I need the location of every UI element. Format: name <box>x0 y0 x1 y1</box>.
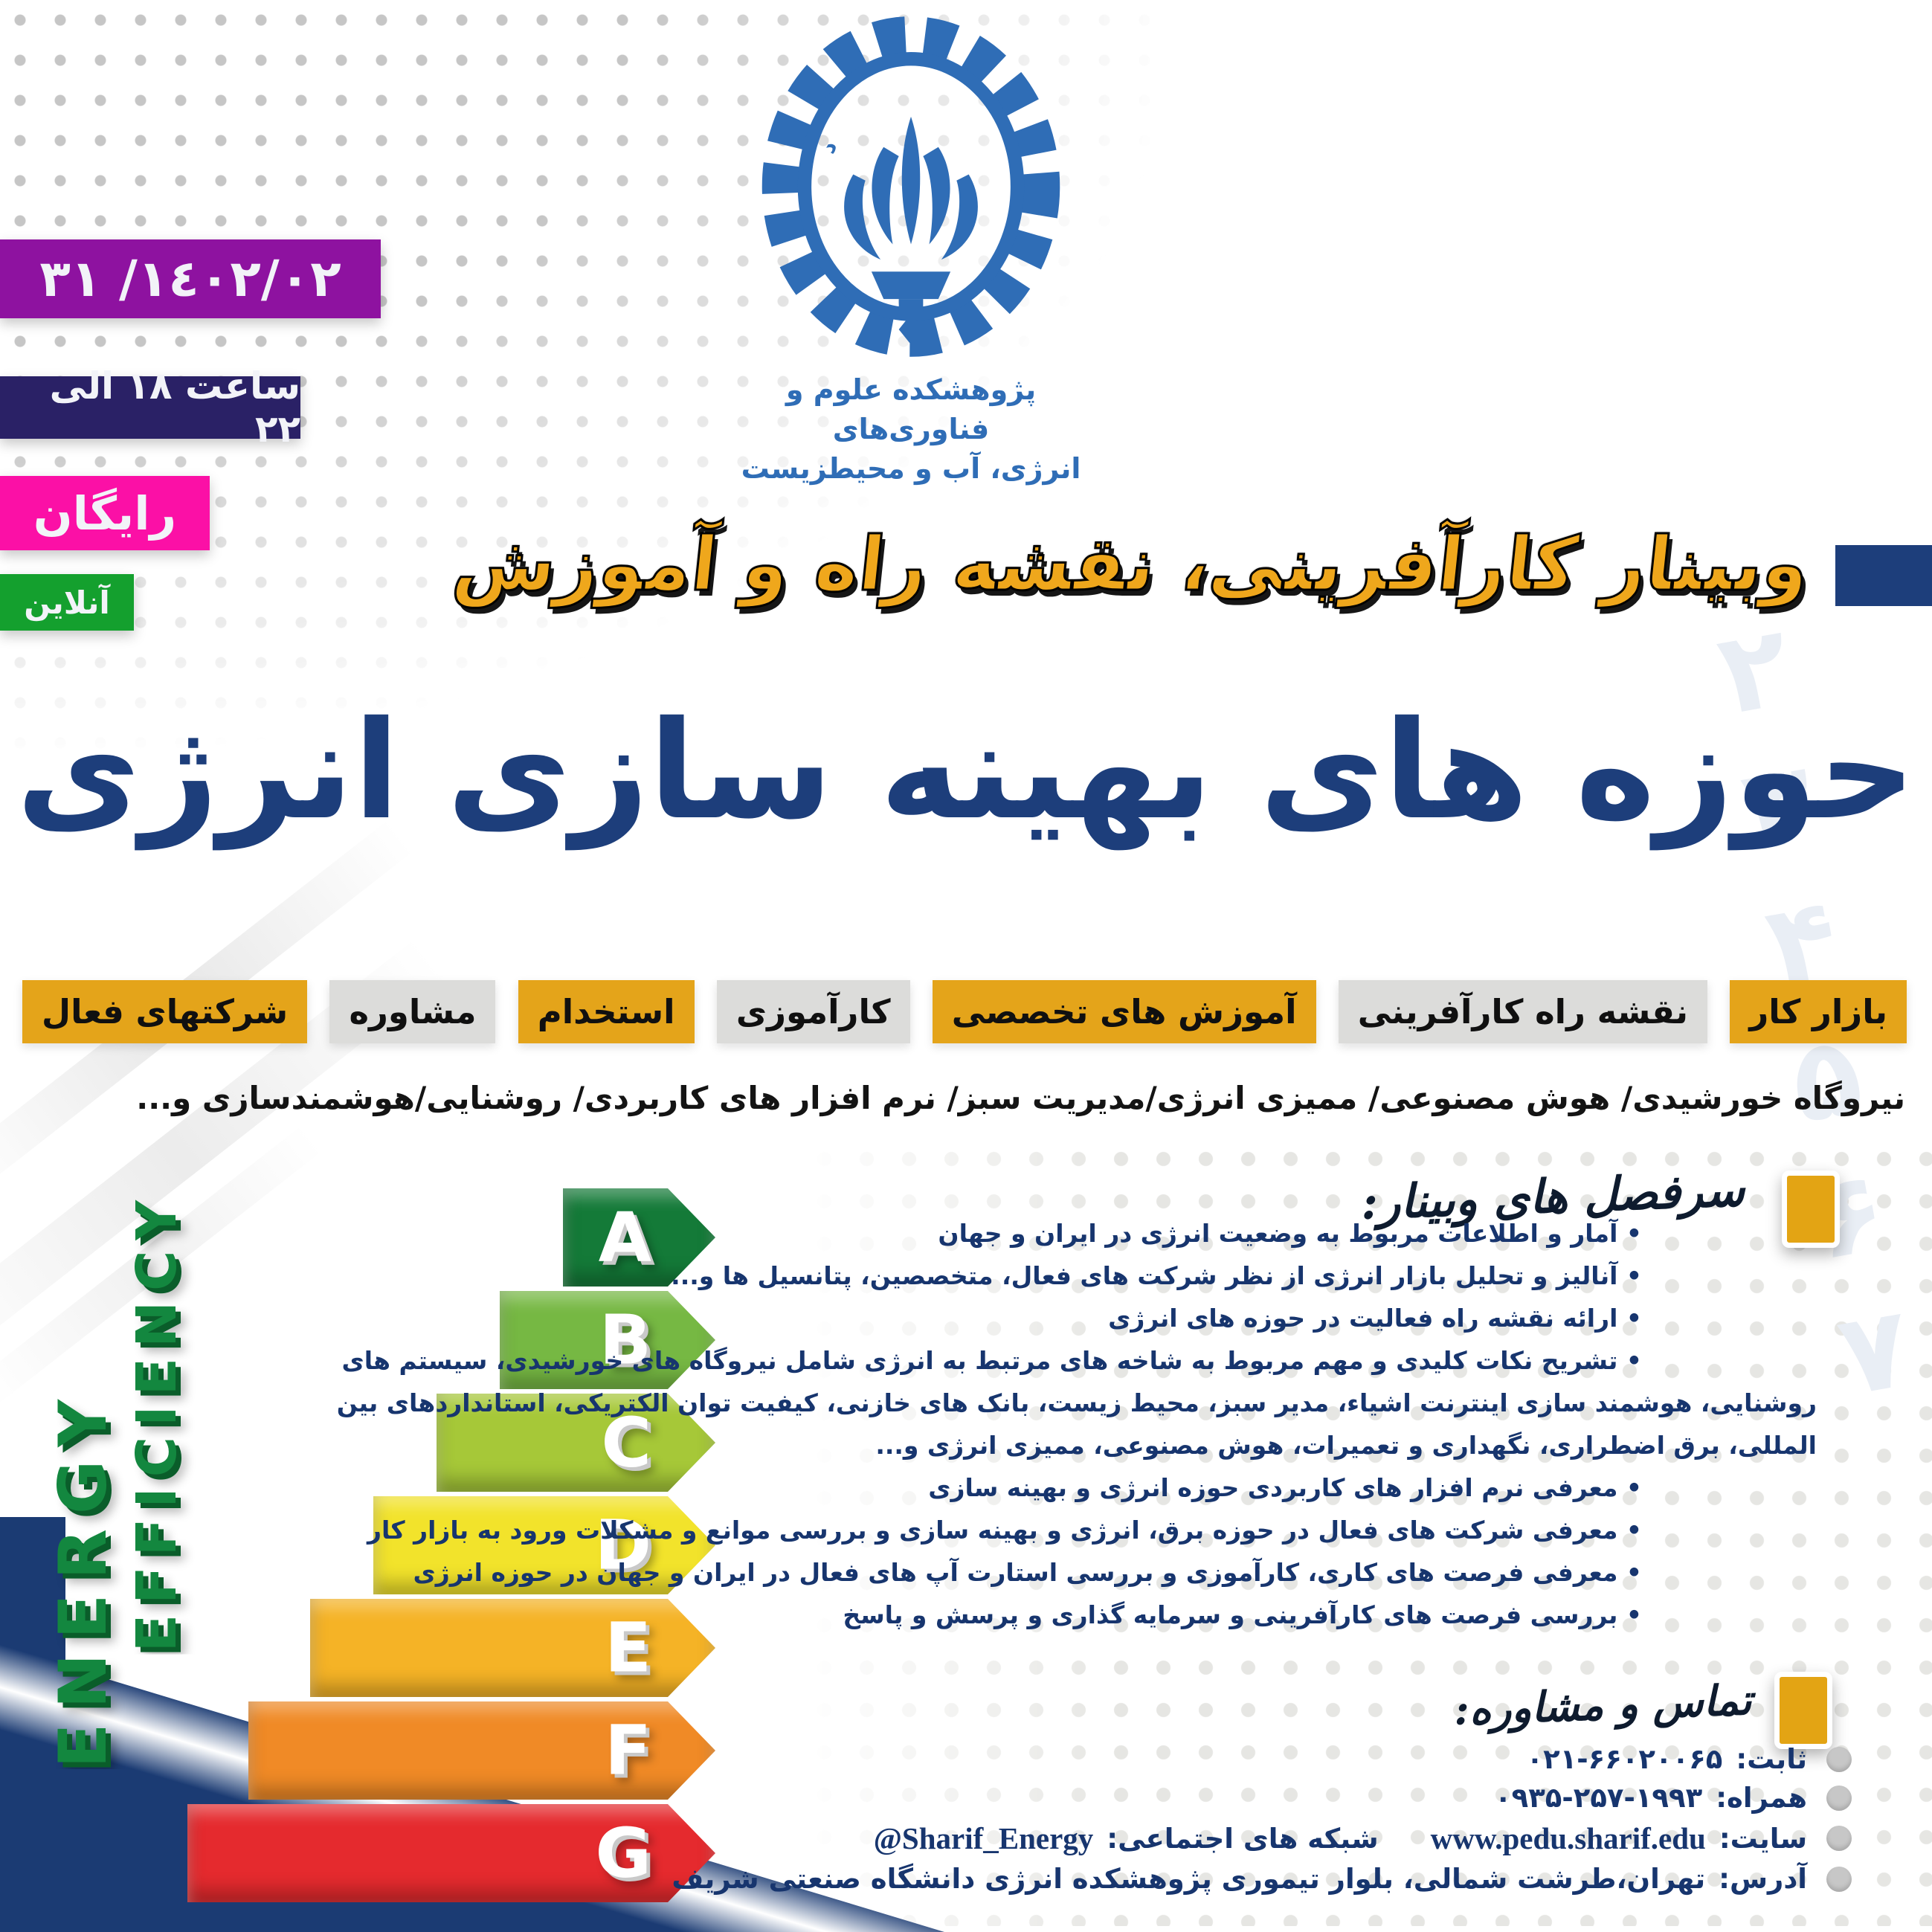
topics-list: آمار و اطلاعات مربوط به وضعیت انرژی در ا… <box>277 1212 1817 1636</box>
topic-item-7: بررسی فرصت های کارآفرینی و سرمایه گذاری … <box>277 1594 1817 1636</box>
topic-item-0: آمار و اطلاعات مربوط به وضعیت انرژی در ا… <box>277 1212 1817 1255</box>
contact-row-site: سایت: www.pedu.sharif.edu شبکه های اجتما… <box>672 1820 1852 1856</box>
tag-chip-5: مشاوره <box>329 980 496 1043</box>
tag-chip-4: استخدام <box>518 980 695 1043</box>
vertical-word-efficiency: EFFICIENCY <box>125 1190 189 1652</box>
online-badge: آنلاین <box>0 574 134 631</box>
site-label: سایت: <box>1719 1822 1807 1855</box>
social-label: شبکه های اجتماعی: <box>1107 1822 1379 1855</box>
main-title: حوزه های بهینه سازی انرژی <box>16 692 1917 849</box>
topic-item-5: معرفی شرکت های فعال در حوزه برق، انرژی و… <box>277 1509 1817 1551</box>
tag-chip-3: کارآموزی <box>716 980 910 1043</box>
institute-name: پژوهشکده علوم و فناوری‌های انرژی، آب و م… <box>714 370 1108 489</box>
grade-letter-G: G <box>595 1813 651 1893</box>
kicker-title: وبینار کارآفرینی، نقشه راه و آموزش <box>448 520 1815 609</box>
mobile-number: ۰۹۳۵-۲۵۷-۱۹۹۳ <box>1495 1782 1703 1814</box>
address-label: آدرس: <box>1719 1863 1807 1895</box>
vertical-word-energy: ENERGY <box>45 1385 121 1768</box>
time-text: ساعت ۱۸ الی ۲۲ <box>49 364 300 451</box>
contact-gold-chip <box>1774 1672 1832 1749</box>
contact-block: ثابت: ۰۲۱-۶۶۰۲۰۰۶۵ همراه: ۰۹۳۵-۲۵۷-۱۹۹۳ … <box>672 1743 1852 1895</box>
address-text: تهران،طرشت شمالی، بلوار تیموری پژوهشکده … <box>672 1863 1706 1895</box>
topic-item-1: آنالیز و تحلیل بازار انرژی از نظر شرکت ه… <box>277 1255 1817 1297</box>
topic-item-3: تشریح نکات کلیدی و مهم مربوط به شاخه های… <box>277 1339 1817 1466</box>
tag-chip-6: شرکتهای فعال <box>22 980 308 1043</box>
topic-item-6: معرفی فرصت های کاری، کارآموزی و بررسی اس… <box>277 1551 1817 1594</box>
subtitle-fields: نیروگاه خورشیدی/ هوش مصنوعی/ ممیزی انرژی… <box>136 1080 1905 1116</box>
date-badge: ١٤٠٢/٠٢/ ٣١ <box>0 239 381 318</box>
sharif-university-logo-icon: دانشگاه صنعتی شریف <box>759 16 1060 357</box>
contact-row-address: آدرس: تهران،طرشت شمالی، بلوار تیموری پژو… <box>672 1863 1852 1895</box>
tag-chip-1: نقشه راه کارآفرینی <box>1338 980 1708 1043</box>
social-handle: @Sharif_Energy <box>873 1821 1094 1855</box>
date-text: ١٤٠٢/٠٢/ ٣١ <box>39 249 341 309</box>
site-url: www.pedu.sharif.edu <box>1430 1821 1706 1855</box>
landline-number: ۰۲۱-۶۶۰۲۰۰۶۵ <box>1526 1743 1723 1775</box>
bullet-dot-icon <box>1826 1826 1852 1851</box>
contact-row-mobile: همراه: ۰۹۳۵-۲۵۷-۱۹۹۳ <box>672 1782 1852 1814</box>
mobile-label: همراه: <box>1716 1782 1807 1814</box>
tag-chip-2: آموزش های تخصصی <box>932 980 1316 1043</box>
time-badge: ساعت ۱۸ الی ۲۲ <box>0 364 300 451</box>
online-text: آنلاین <box>24 584 110 621</box>
contact-heading: تماس و مشاوره: <box>1453 1675 1754 1735</box>
bullet-dot-icon <box>1826 1785 1852 1811</box>
free-badge: رایگان <box>0 476 210 550</box>
contact-row-landline: ثابت: ۰۲۱-۶۶۰۲۰۰۶۵ <box>672 1743 1852 1775</box>
free-text: رایگان <box>33 486 177 541</box>
navy-accent-block <box>1835 545 1932 606</box>
institute-name-line1: پژوهشکده علوم و فناوری‌های <box>785 373 1037 445</box>
grade-arrow-G: G <box>187 1804 715 1902</box>
landline-label: ثابت: <box>1736 1743 1807 1775</box>
bullet-dot-icon <box>1826 1746 1852 1772</box>
tag-chip-0: بازار کار <box>1730 980 1907 1043</box>
topic-item-4: معرفی نرم افزار های کاربردی حوزه انرژی و… <box>277 1466 1817 1509</box>
grade-letter-F: F <box>605 1710 651 1791</box>
halftone-dots-top-left <box>0 0 1160 751</box>
grade-arrow-F: F <box>248 1701 715 1800</box>
bullet-dot-icon <box>1826 1866 1852 1892</box>
topic-item-2: ارائه نقشه راه فعالیت در حوزه های انرژی <box>277 1297 1817 1339</box>
institute-name-line2: انرژی، آب و محیطزیست <box>741 452 1081 485</box>
topic-tags-row: بازار کار نقشه راه کارآفرینی آموزش های تخص… <box>22 980 1907 1043</box>
